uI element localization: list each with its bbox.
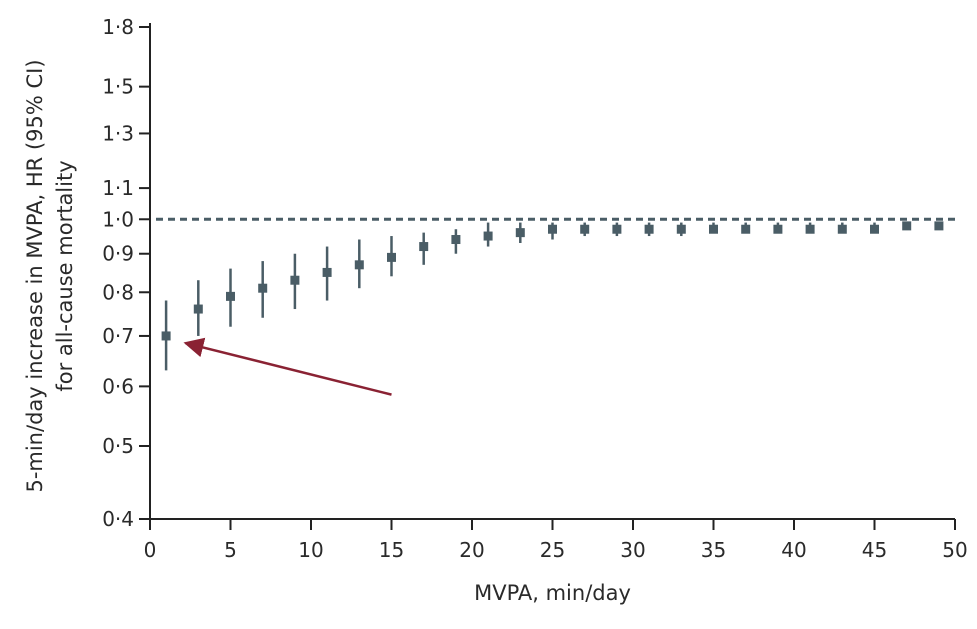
point-marker [612, 224, 622, 234]
x-tick-label: 5 [224, 538, 237, 562]
y-tick-label: 1·0 [102, 207, 134, 231]
y-tick-label: 0·8 [102, 280, 134, 304]
point-marker [837, 224, 847, 234]
y-tick-label: 0·7 [102, 324, 134, 348]
point-marker [193, 304, 203, 314]
x-tick-label: 35 [701, 538, 726, 562]
series-hr [161, 221, 944, 371]
x-tick-label: 25 [540, 538, 565, 562]
point-marker [580, 224, 590, 234]
point-marker [354, 260, 364, 270]
x-tick-label: 15 [379, 538, 404, 562]
point-marker [483, 231, 493, 241]
y-tick-label: 1·1 [102, 176, 134, 200]
y-tick-label: 0·6 [102, 374, 134, 398]
point-marker [161, 331, 171, 341]
point-marker [258, 283, 268, 293]
y-tick-label: 1·8 [102, 15, 134, 39]
y-axis-title-line1: 5-min/day increase in MVPA, HR (95% CI) [23, 59, 47, 492]
point-marker [226, 291, 235, 301]
point-marker [805, 224, 815, 234]
point-marker [419, 242, 429, 252]
point-marker [387, 252, 396, 262]
point-marker [870, 224, 879, 234]
point-marker [451, 235, 461, 245]
point-marker [902, 221, 912, 231]
point-marker [741, 224, 751, 234]
point-marker [709, 224, 718, 234]
point-marker [290, 275, 300, 285]
y-axis-title-line2: for all-cause mortality [53, 160, 77, 391]
annotation-group [183, 337, 392, 396]
y-tick-label: 1·5 [102, 75, 134, 99]
point-marker [644, 224, 654, 234]
x-tick-label: 45 [862, 538, 887, 562]
y-tick-label: 1·3 [102, 121, 134, 145]
x-tick-label: 40 [781, 538, 806, 562]
x-tick-label: 20 [459, 538, 484, 562]
x-tick-label: 0 [144, 538, 157, 562]
x-tick-label: 30 [620, 538, 645, 562]
point-marker [548, 224, 557, 234]
point-marker [934, 221, 944, 231]
x-tick-label: 50 [942, 538, 967, 562]
x-axis: 0 5 10 15 20 25 30 35 40 45 50 [144, 518, 968, 562]
y-tick-label: 0·5 [102, 434, 134, 458]
point-marker [676, 224, 686, 234]
point-marker [773, 224, 783, 234]
y-tick-label: 0·4 [102, 507, 134, 531]
point-marker [322, 267, 332, 277]
x-axis-title: MVPA, min/day [474, 581, 631, 605]
y-axis: 0·4 0·5 0·6 0·7 0·8 0·9 1·0 1·1 1·3 1·5 1·8 [102, 15, 151, 531]
x-tick-label: 10 [298, 538, 323, 562]
point-marker [515, 228, 525, 238]
y-tick-label: 0·9 [102, 242, 134, 266]
annotation-arrow [183, 337, 392, 396]
